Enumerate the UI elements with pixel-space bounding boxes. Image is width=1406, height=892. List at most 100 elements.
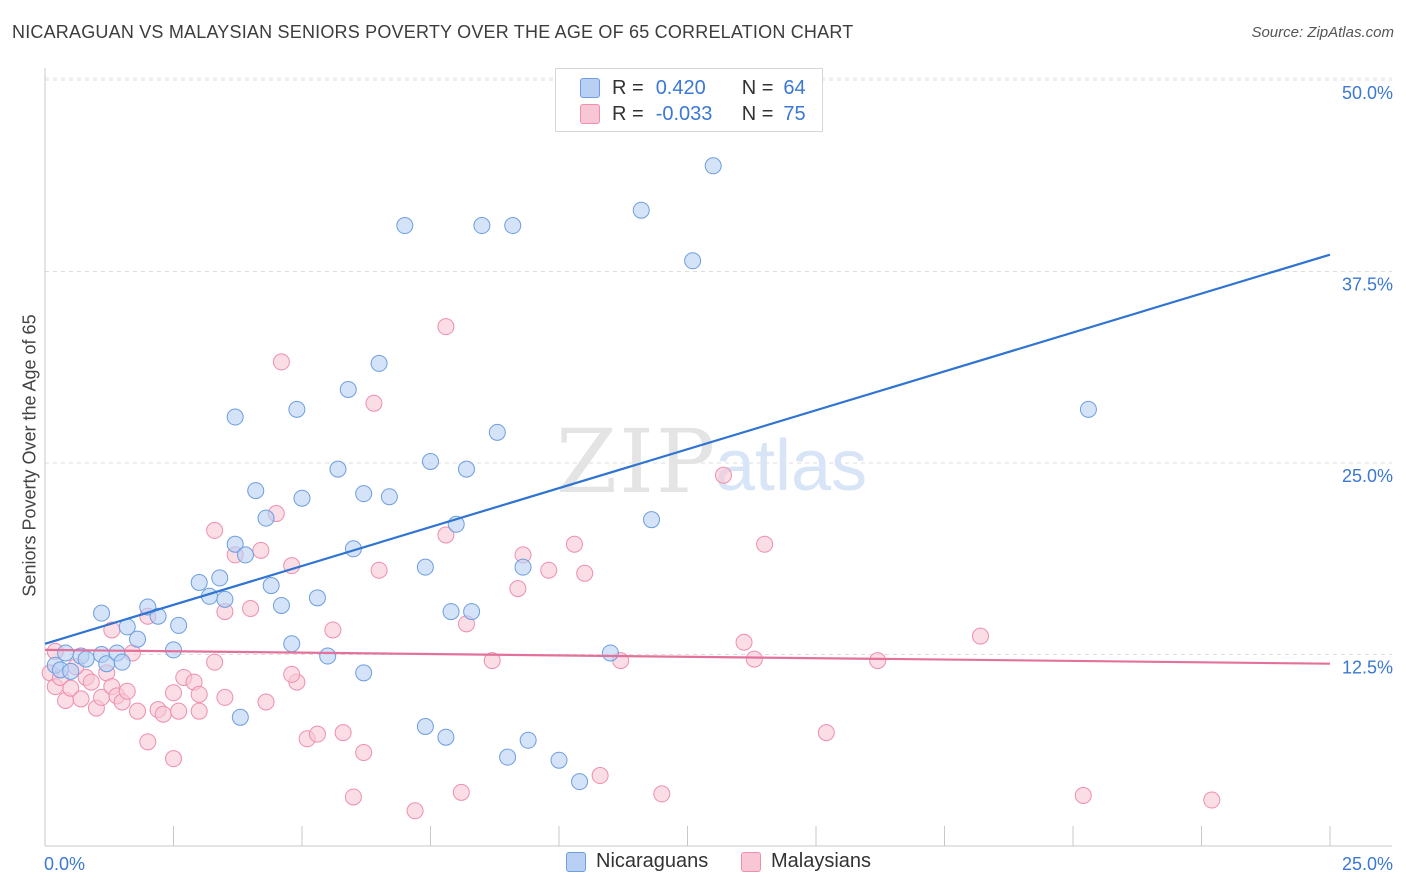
- nicaraguan-point: [355, 664, 373, 682]
- nicaraguan-point: [416, 718, 434, 736]
- malaysian-point: [165, 750, 182, 768]
- malaysian-point: [334, 724, 352, 742]
- malaysian-point: [355, 744, 373, 762]
- chart-title: NICARAGUAN VS MALAYSIAN SENIORS POVERTY …: [12, 22, 854, 42]
- legend-swatch-pink: [741, 851, 761, 872]
- malaysian-point: [190, 685, 208, 703]
- nicaraguans-points: [46, 157, 1097, 791]
- malaysian-point: [242, 600, 260, 618]
- r-label: R =: [612, 76, 644, 99]
- malaysian-point: [154, 705, 172, 723]
- nicaraguan-point: [231, 708, 249, 726]
- x-tick-label: 25.0%: [1342, 854, 1393, 874]
- nicaraguan-point: [519, 731, 537, 749]
- nicaraguan-point: [684, 252, 702, 270]
- nicaraguan-point: [632, 201, 650, 219]
- malaysian-point: [509, 580, 527, 598]
- legend-swatch-blue: [566, 851, 586, 872]
- nicaraguan-point: [514, 558, 532, 576]
- nicaraguan-point: [293, 489, 311, 507]
- malaysian-point: [206, 653, 224, 671]
- malaysian-point: [735, 633, 753, 651]
- malaysian-point: [745, 650, 763, 668]
- nicaraguan-point: [226, 535, 244, 553]
- nicaraguan-point: [571, 773, 589, 791]
- malaysian-point: [437, 318, 455, 336]
- malaysian-point: [576, 564, 594, 582]
- nicaraguan-point: [463, 603, 481, 621]
- malaysian-point: [756, 535, 774, 553]
- nicaraguans-trend-line: [44, 253, 1331, 645]
- r-value: 0.420: [655, 76, 706, 99]
- malaysian-point: [170, 702, 188, 720]
- malaysian-point: [129, 702, 147, 720]
- malaysian-point: [1203, 791, 1221, 809]
- nicaraguan-point: [488, 423, 506, 441]
- malaysian-point: [216, 688, 234, 706]
- tick-labels: 12.5% 25.0% 37.5% 50.0% 0.0% 25.0%: [44, 83, 1393, 874]
- legend-label-nicaraguans: Nicaraguans: [596, 850, 709, 872]
- nicaraguan-point: [216, 590, 234, 608]
- legend-item-nicaraguans[interactable]: Nicaraguans: [566, 850, 708, 873]
- nicaraguan-point: [57, 644, 75, 662]
- legend-swatch-blue: [580, 78, 600, 98]
- malaysian-point: [817, 724, 835, 742]
- n-value: 75: [783, 102, 806, 125]
- correlation-legend: R = 0.420 N = 64 R = -0.033 N = 75: [555, 68, 823, 132]
- nicaraguan-point: [272, 596, 290, 614]
- nicaraguan-point: [288, 400, 306, 418]
- malaysian-point: [540, 561, 558, 579]
- nicaraguan-point: [643, 511, 661, 529]
- malaysian-point: [118, 682, 136, 700]
- malaysian-point: [1074, 786, 1092, 804]
- nicaraguan-point: [416, 558, 434, 576]
- legend-row-malaysians: R = -0.033 N = 75: [580, 102, 806, 126]
- x-tick-label: 0.0%: [44, 854, 85, 874]
- y-tick-label: 50.0%: [1342, 83, 1393, 103]
- malaysian-point: [565, 535, 583, 553]
- malaysian-point: [714, 466, 732, 484]
- y-tick-label: 25.0%: [1342, 466, 1393, 486]
- nicaraguan-point: [704, 157, 722, 175]
- nicaraguan-point: [473, 217, 491, 235]
- malaysian-point: [190, 702, 208, 720]
- malaysian-point: [206, 521, 224, 539]
- legend-label-malaysians: Malaysians: [771, 850, 872, 872]
- nicaraguan-point: [262, 577, 280, 595]
- y-tick-label: 37.5%: [1342, 275, 1393, 295]
- malaysian-point: [324, 621, 342, 639]
- legend-item-malaysians[interactable]: Malaysians: [741, 850, 871, 873]
- n-value: 64: [783, 76, 806, 99]
- nicaraguan-point: [113, 653, 131, 671]
- nicaraguan-point: [77, 650, 95, 668]
- malaysian-point: [653, 785, 671, 803]
- axes: [44, 68, 1392, 847]
- malaysian-point: [283, 665, 301, 683]
- malaysians-points: [41, 318, 1221, 820]
- nicaraguan-point: [329, 460, 347, 478]
- nicaraguan-point: [129, 630, 147, 648]
- nicaraguan-point: [437, 728, 455, 746]
- nicaraguan-point: [319, 647, 337, 665]
- malaysian-point: [165, 684, 182, 702]
- nicaraguan-point: [380, 488, 398, 506]
- nicaraguan-point: [211, 569, 229, 587]
- n-label: N =: [741, 76, 774, 99]
- nicaraguan-point: [149, 607, 167, 625]
- watermark-atlas: atlas: [715, 426, 867, 506]
- malaysian-point: [139, 733, 157, 751]
- malaysian-point: [344, 788, 362, 806]
- nicaraguan-point: [339, 380, 357, 398]
- nicaraguan-point: [457, 460, 475, 478]
- nicaraguan-point: [62, 662, 80, 680]
- nicaraguan-point: [190, 573, 208, 591]
- y-tick-label: 12.5%: [1342, 658, 1393, 678]
- nicaraguan-point: [257, 509, 275, 527]
- malaysian-point: [869, 652, 887, 670]
- nicaraguan-point: [504, 217, 522, 235]
- malaysian-point: [82, 673, 100, 691]
- trend-lines: [44, 253, 1331, 665]
- nicaraguan-point: [1079, 400, 1097, 418]
- malaysian-point: [437, 526, 455, 544]
